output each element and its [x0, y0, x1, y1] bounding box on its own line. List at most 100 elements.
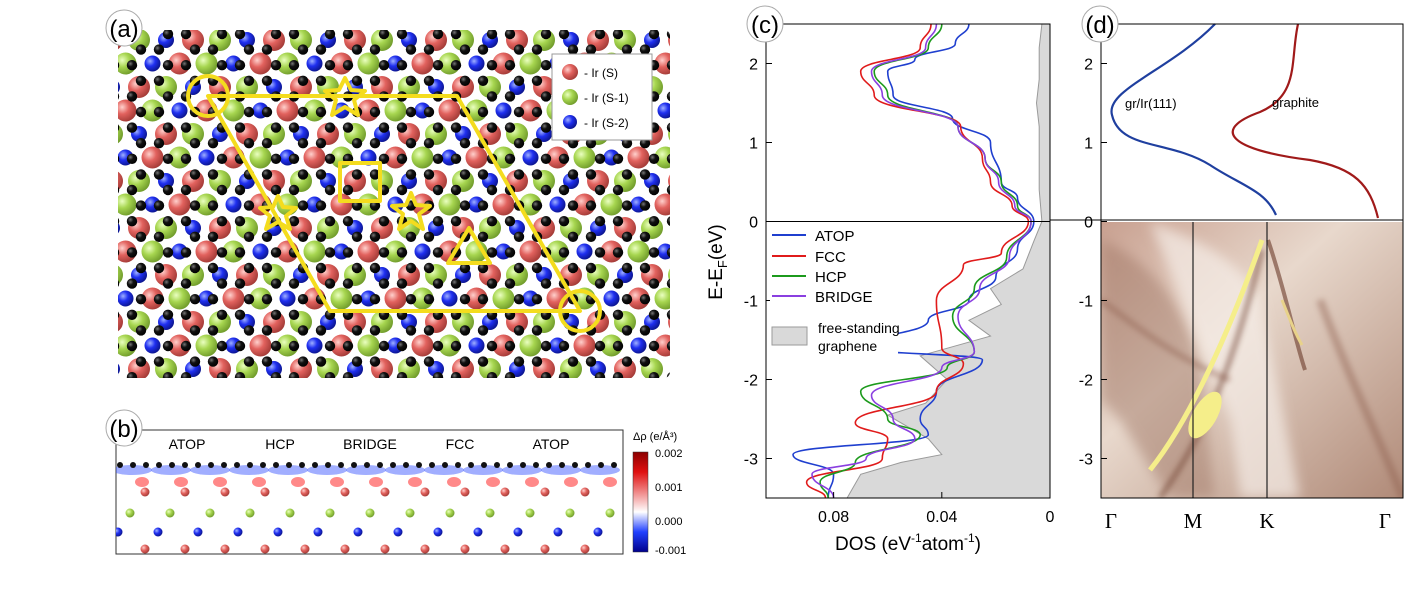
carbon-atom: [189, 356, 201, 367]
carbon-atom: [396, 278, 408, 289]
carbon-atom: [450, 340, 462, 352]
carbon-atom: [405, 106, 417, 118]
carbon-atom: [342, 278, 354, 289]
carbon-atom: [540, 278, 552, 289]
ir-atom: [142, 382, 164, 404]
carbon-atom: [288, 340, 300, 352]
carbon-atom: [612, 309, 624, 320]
carbon-atom: [666, 59, 670, 71]
ytick-label: -3: [1079, 452, 1093, 469]
carbon-atom: [189, 325, 201, 336]
carbon-atom: [208, 388, 218, 398]
carbon-atom: [432, 122, 444, 133]
carbon-atom: [297, 75, 309, 87]
carbon-atom: [180, 122, 192, 133]
carbon-atom: [270, 372, 282, 378]
carbon-atom: [540, 216, 552, 227]
carbon-atom: [118, 247, 120, 258]
carbon-atom: [531, 262, 543, 274]
carbon-atom: [513, 294, 525, 305]
carbon-atom: [288, 153, 300, 164]
carbon-atom: [126, 247, 138, 258]
ir-atom-side: [540, 544, 550, 554]
ir-atom-side: [460, 544, 470, 554]
carbon-atom: [234, 372, 246, 378]
carbon-atom: [261, 75, 273, 87]
carbon-atom: [189, 262, 201, 274]
ir-atom: [303, 146, 326, 169]
site-label-bridge: BRIDGE: [343, 436, 397, 452]
ytick-label: 2: [1084, 57, 1093, 74]
carbon-atom: [369, 262, 381, 274]
carbon-atom: [189, 200, 201, 211]
accumulation-cloud: [525, 477, 539, 487]
carbon-atom: [450, 59, 462, 71]
carbon-atom: [207, 169, 219, 180]
carbon-atom: [378, 340, 390, 352]
carbon-atom: [297, 44, 309, 55]
carbon-atom: [477, 200, 489, 211]
carbon-atom: [450, 278, 462, 289]
carbon-atom: [243, 138, 255, 149]
carbon-atom: [531, 200, 543, 211]
carbon-atom: [694, 325, 704, 335]
carbon-atom: [568, 388, 578, 398]
ir-atom-side: [220, 487, 230, 497]
carbon-atom-side: [273, 462, 279, 468]
accumulation-cloud: [330, 477, 344, 487]
carbon-atom: [369, 231, 381, 242]
carbon-atom: [288, 59, 300, 71]
ir-atom: [276, 99, 299, 122]
carbon-atom: [594, 340, 606, 352]
carbon-atom: [459, 169, 471, 180]
depletion-cloud: [580, 465, 620, 475]
dos-line-bridge: [811, 24, 1032, 498]
carbon-atom: [324, 59, 336, 71]
carbon-atom: [288, 309, 300, 320]
carbon-atom: [450, 372, 462, 378]
depletion-cloud: [424, 465, 464, 475]
carbon-atom: [531, 356, 543, 367]
carbon-atom: [189, 169, 201, 180]
ir-atom-side: [445, 508, 455, 518]
carbon-atom: [676, 76, 686, 86]
carbon-atom: [270, 247, 282, 258]
carbon-atom: [676, 44, 686, 54]
carbon-atom: [666, 340, 670, 352]
carbon-atom: [676, 107, 686, 117]
carbon-atom: [585, 44, 597, 55]
carbon-atom: [207, 294, 219, 305]
carbon-atom-side: [182, 462, 188, 468]
carbon-atom: [324, 153, 336, 164]
carbon-atom: [261, 231, 273, 242]
carbon-atom: [207, 262, 219, 274]
ir-atom: [168, 193, 191, 216]
carbon-atom: [450, 30, 462, 40]
carbon-atom: [648, 30, 660, 40]
carbon-atom: [666, 372, 670, 378]
ir-atom-side: [513, 527, 523, 537]
carbon-atom: [621, 356, 633, 367]
ytick-label: -2: [744, 373, 758, 390]
carbon-atom: [703, 29, 713, 39]
carbon-atom: [135, 262, 147, 274]
ir-atom-side: [580, 487, 590, 497]
carbon-atom: [459, 44, 471, 55]
ir-atom-side: [460, 487, 470, 497]
accumulation-cloud: [408, 477, 422, 487]
carbon-atom: [477, 169, 489, 180]
ir-atom-side: [325, 508, 335, 518]
carbon-atom: [315, 44, 327, 55]
carbon-atom: [639, 356, 651, 367]
carbon-atom: [676, 200, 686, 210]
carbon-atom: [180, 184, 192, 196]
supercell-markers: [186, 74, 602, 333]
carbon-atom: [342, 372, 354, 378]
carbon-atom: [126, 59, 138, 71]
carbon-atom: [504, 278, 516, 289]
ir-atom-side: [433, 527, 443, 537]
carbon-atom: [396, 59, 408, 71]
legend-fcc: FCC: [815, 249, 846, 266]
ir-atom-side: [565, 508, 575, 518]
ir-atom: [627, 146, 650, 169]
